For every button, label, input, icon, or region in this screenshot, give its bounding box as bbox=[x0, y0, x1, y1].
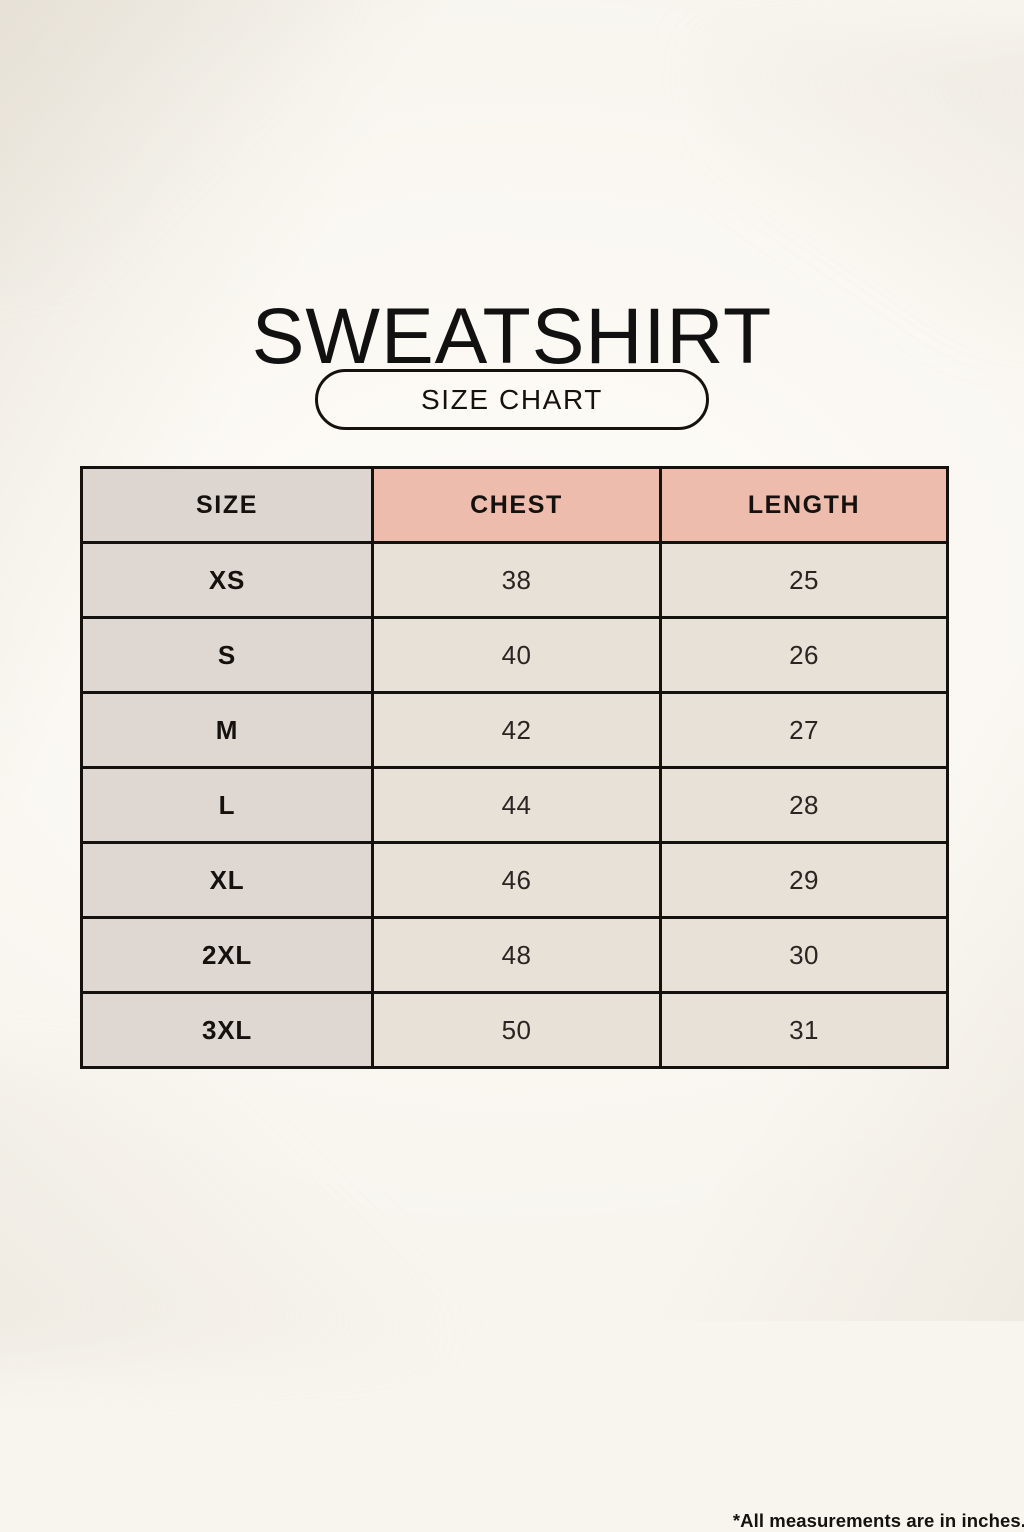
cell-length: 26 bbox=[659, 616, 949, 694]
cell-length: 31 bbox=[659, 991, 949, 1069]
cell-chest: 44 bbox=[371, 766, 662, 844]
table-row: 2XL 48 30 bbox=[80, 916, 949, 994]
column-header-chest: CHEST bbox=[371, 466, 662, 544]
cell-size: 2XL bbox=[80, 916, 374, 994]
table-row: L 44 28 bbox=[80, 766, 949, 844]
table-header-row: SIZE CHEST LENGTH bbox=[80, 466, 949, 544]
size-chart-badge: SIZE CHART bbox=[315, 369, 709, 430]
cell-chest: 50 bbox=[371, 991, 662, 1069]
table-row: 3XL 50 31 bbox=[80, 991, 949, 1069]
cell-size: XL bbox=[80, 841, 374, 919]
cell-chest: 46 bbox=[371, 841, 662, 919]
cell-size: M bbox=[80, 691, 374, 769]
cell-chest: 48 bbox=[371, 916, 662, 994]
page-title: SWEATSHIRT bbox=[251, 290, 773, 380]
cell-length: 30 bbox=[659, 916, 949, 994]
cell-length: 28 bbox=[659, 766, 949, 844]
measurement-unit-note: *All measurements are in inches. bbox=[732, 1510, 1024, 1531]
size-chart-badge-label: SIZE CHART bbox=[421, 383, 603, 415]
size-table: SIZE CHEST LENGTH XS 38 25 S 40 26 M bbox=[80, 466, 949, 1069]
cell-chest: 42 bbox=[371, 691, 662, 769]
cell-size: S bbox=[80, 616, 374, 694]
table-row: XS 38 25 bbox=[80, 541, 949, 619]
cell-length: 27 bbox=[659, 691, 949, 769]
background-shadow-top-left bbox=[0, 0, 340, 280]
cell-length: 25 bbox=[659, 541, 949, 619]
cell-chest: 38 bbox=[371, 541, 662, 619]
column-header-size: SIZE bbox=[80, 466, 374, 544]
table-row: XL 46 29 bbox=[80, 841, 949, 919]
size-table-container: SIZE CHEST LENGTH XS 38 25 S 40 26 M bbox=[80, 466, 1024, 1531]
background-shadow-bottom-left bbox=[0, 1061, 440, 1361]
table-row: S 40 26 bbox=[80, 616, 949, 694]
column-header-length: LENGTH bbox=[659, 466, 949, 544]
cell-size: L bbox=[80, 766, 374, 844]
cell-size: 3XL bbox=[80, 991, 374, 1069]
cell-length: 29 bbox=[659, 841, 949, 919]
cell-chest: 40 bbox=[371, 616, 662, 694]
cell-size: XS bbox=[80, 541, 374, 619]
table-row: M 42 27 bbox=[80, 691, 949, 769]
